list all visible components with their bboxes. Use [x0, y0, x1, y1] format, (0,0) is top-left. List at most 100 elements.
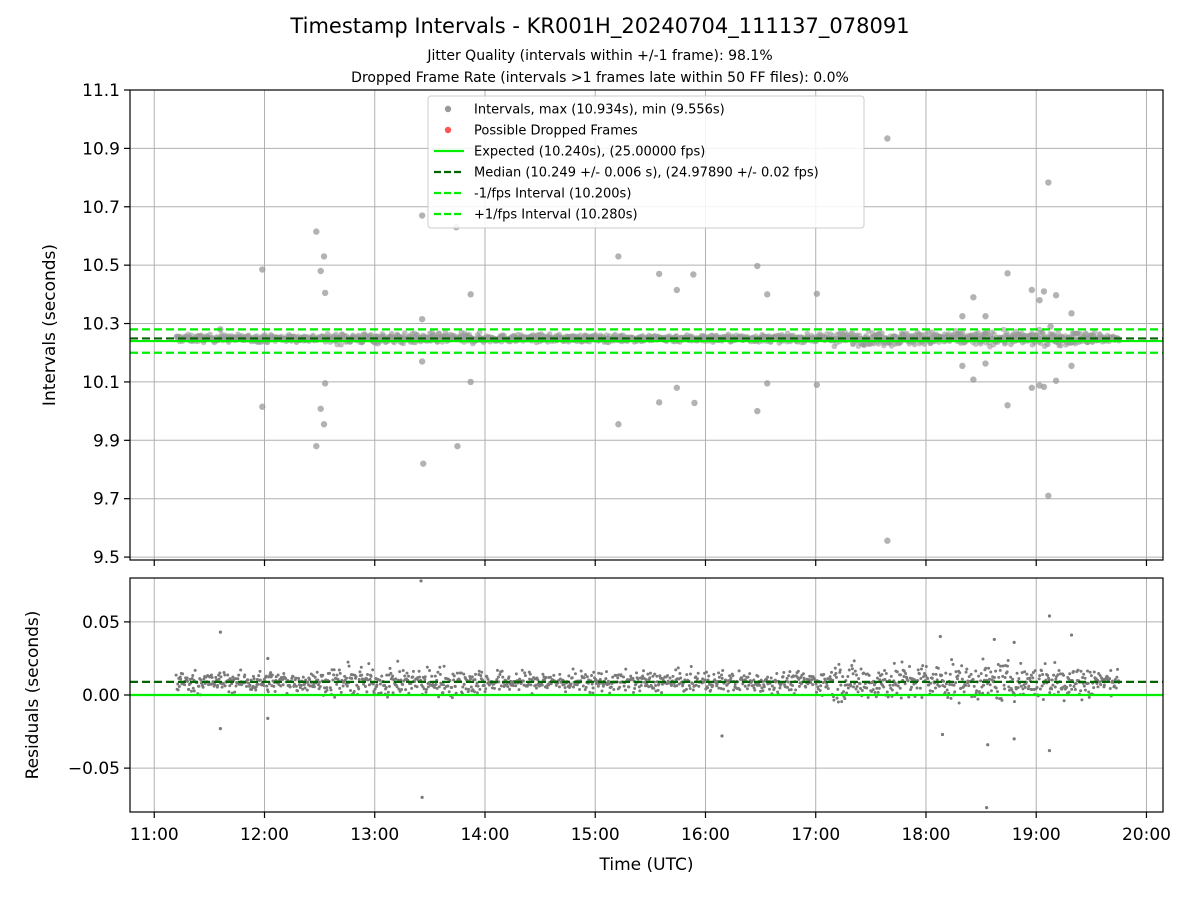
bottom-band-point — [995, 696, 999, 700]
bottom-band-point — [909, 688, 913, 692]
bottom-band-point — [475, 681, 479, 685]
bottom-band-point — [789, 688, 793, 692]
bottom-band-point — [1092, 686, 1096, 690]
bottom-band-point — [842, 690, 846, 694]
bottom-band-point — [854, 687, 858, 691]
bottom-band-point — [1047, 678, 1051, 682]
bottom-band-point — [631, 677, 635, 681]
bottom-band-point — [644, 678, 648, 682]
bottom-band-point — [216, 684, 220, 688]
bottom-band-point — [640, 676, 644, 680]
top-outlier-point — [320, 253, 328, 260]
bottom-band-point — [266, 690, 270, 694]
bottom-band-point — [543, 678, 547, 682]
bottom-band-point — [720, 673, 724, 677]
top-y-tick-label: 10.1 — [82, 373, 120, 393]
bottom-band-point — [1023, 670, 1027, 674]
bottom-band-point — [611, 675, 615, 679]
bottom-band-point — [217, 673, 221, 677]
bottom-band-point — [281, 683, 285, 687]
bottom-band-point — [1070, 687, 1074, 691]
bottom-band-point — [1113, 678, 1117, 682]
bottom-band-point — [248, 683, 252, 687]
bottom-band-point — [1087, 690, 1091, 694]
bottom-panel-y-axis-label: Residuals (seconds) — [23, 611, 43, 780]
bottom-band-point — [1027, 684, 1031, 688]
bottom-band-point — [837, 662, 841, 666]
bottom-band-point — [936, 666, 940, 670]
top-panel-reference-lines — [130, 328, 1163, 354]
bottom-band-point — [653, 672, 657, 676]
chart-title: Timestamp Intervals - KR001H_20240704_11… — [290, 14, 910, 38]
bottom-band-point — [501, 675, 505, 679]
bottom-band-point — [239, 668, 243, 672]
bottom-band-point — [331, 678, 335, 682]
bottom-band-point — [875, 686, 879, 690]
bottom-outlier-point — [266, 716, 270, 721]
bottom-band-point — [660, 691, 664, 695]
bottom-band-point — [866, 695, 870, 699]
bottom-outlier-point — [218, 630, 223, 634]
bottom-band-point — [191, 686, 195, 690]
bottom-band-point — [785, 685, 789, 689]
bottom-band-point — [358, 670, 362, 674]
bottom-band-point — [294, 684, 298, 688]
bottom-band-point — [251, 674, 255, 678]
bottom-band-point — [1035, 685, 1039, 689]
bottom-band-point — [622, 675, 626, 679]
top-outlier-point — [754, 262, 761, 270]
bottom-band-point — [687, 684, 691, 688]
bottom-band-point — [1102, 683, 1106, 687]
bottom-band-point — [731, 674, 735, 678]
top-outlier-point — [467, 291, 474, 298]
bottom-band-point — [668, 676, 672, 680]
bottom-band-point — [388, 666, 392, 670]
bottom-band-point — [472, 690, 476, 694]
bottom-band-point — [675, 684, 679, 688]
bottom-band-point — [438, 672, 442, 676]
bottom-outlier-point — [1047, 748, 1052, 753]
bottom-band-point — [441, 683, 445, 687]
bottom-band-point — [958, 671, 962, 675]
top-outlier-point — [418, 315, 426, 323]
bottom-outlier-point — [218, 727, 223, 731]
top-outlier-point — [420, 460, 427, 467]
bottom-band-point — [751, 684, 755, 688]
bottom-band-point — [792, 674, 796, 678]
x-tick-label: 15:00 — [571, 825, 620, 845]
bottom-band-point — [858, 687, 862, 691]
bottom-band-point — [218, 671, 222, 675]
bottom-band-point — [499, 684, 503, 688]
bottom-band-point — [197, 684, 201, 688]
bottom-band-point — [919, 667, 923, 671]
bottom-band-point — [379, 691, 383, 695]
bottom-band-point — [176, 688, 180, 692]
bottom-band-point — [450, 686, 454, 690]
top-outlier-point — [321, 289, 329, 297]
bottom-band-point — [701, 677, 705, 681]
bottom-band-point — [213, 683, 217, 687]
bottom-band-point — [762, 685, 766, 689]
bottom-band-point — [1025, 672, 1029, 676]
bottom-panel-ticks: 11:00 12:00 13:00 14:00 15:00 16:00 17:00 18:00… — [68, 613, 1171, 845]
bottom-band-point — [447, 690, 451, 694]
bottom-y-tick-label: 0.05 — [82, 613, 120, 633]
bottom-band-point — [462, 682, 466, 686]
bottom-band-point — [270, 673, 274, 677]
bottom-band-point — [464, 687, 468, 691]
bottom-band-point — [426, 685, 430, 689]
bottom-band-point — [977, 690, 981, 694]
bottom-band-point — [629, 674, 633, 678]
top-outlier-point — [615, 253, 622, 260]
bottom-band-point — [284, 676, 288, 680]
bottom-band-point — [209, 682, 213, 686]
bottom-band-point — [223, 673, 227, 677]
bottom-band-point — [876, 690, 880, 694]
bottom-outlier-point — [1069, 633, 1074, 637]
bottom-band-point — [569, 682, 573, 686]
x-tick-label: 20:00 — [1122, 825, 1171, 845]
bottom-band-point — [635, 671, 639, 675]
bottom-band-point — [591, 691, 595, 695]
bottom-band-point — [384, 686, 388, 690]
bottom-band-point — [369, 674, 373, 678]
